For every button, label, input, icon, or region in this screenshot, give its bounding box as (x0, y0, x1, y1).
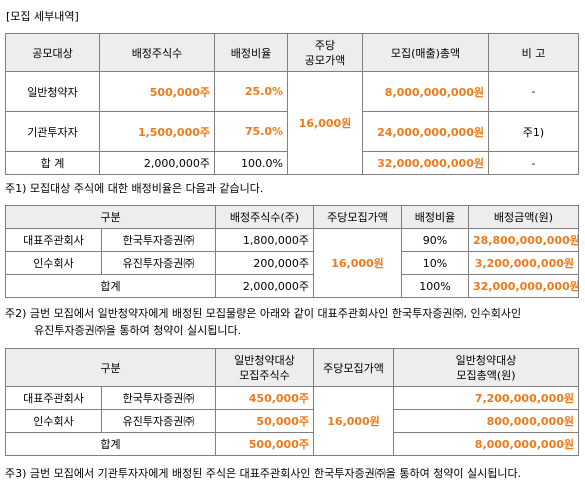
header-price: 주당모집가액 (313, 348, 394, 387)
note-3: 주3) 금번 모집에서 기관투자자에게 배정된 주식은 대표주관회사인 한국투자… (5, 467, 522, 480)
note-cell: - (488, 71, 579, 112)
shares-cell: 450,000주 (215, 386, 314, 410)
shares-cell: 200,000주 (215, 251, 314, 275)
role-cell: 대표주관회사 (5, 228, 102, 252)
shares-cell: 500,000주 (215, 432, 314, 456)
amount-cell: 800,000,000원 (393, 409, 579, 433)
note-2-line-1: 주2) 금번 모집에서 일반청약자에게 배정된 모집물량은 아래와 같이 대표주… (5, 307, 522, 320)
amount-cell: 3,200,000,000원 (468, 251, 579, 275)
shares-cell: 1,500,000주 (99, 111, 215, 152)
shares-cell: 2,000,000주 (215, 274, 314, 298)
amount-cell: 7,200,000,000원 (393, 386, 579, 410)
allocation-table: 구분 배정주식수(주) 주당모집가액 배정비율 배정금액(원) 대표주관회사 한… (5, 205, 579, 298)
ratio-cell: 90% (401, 228, 469, 252)
amount-cell: 28,800,000,000원 (468, 228, 579, 252)
table-row-total: 합계 500,000주 8,000,000,000원 (5, 432, 579, 456)
firm-cell: 한국투자증권㈜ (101, 228, 216, 252)
retail-allocation-table: 구분 일반청약대상 모집주식수 주당모집가액 일반청약대상 모집총액(원) 대표… (5, 348, 579, 456)
total-label: 합계 (5, 274, 216, 298)
section-title: [모집 세부내역] (6, 10, 79, 23)
firm-cell: 유진투자증권㈜ (101, 409, 216, 433)
table-row: 인수회사 유진투자증권㈜ 200,000주 10% 3,200,000,000원 (5, 251, 579, 275)
shares-cell: 500,000주 (99, 71, 215, 112)
header-total: 모집(매출)총액 (362, 33, 489, 72)
table-row: 일반청약자 500,000주 25.0% 16,000원 8,000,000,0… (5, 71, 579, 175)
table-row: 대표주관회사 한국투자증권㈜ 450,000주 16,000원 7,200,00… (5, 386, 579, 456)
price-cell: 16,000원 (287, 71, 363, 175)
header-note: 비 고 (488, 33, 579, 72)
note-cell: - (488, 151, 579, 175)
amount-cell: 8,000,000,000원 (393, 432, 579, 456)
table-row: 기관투자자 1,500,000주 75.0% 24,000,000,000원 주… (5, 111, 579, 152)
table-row-total: 합계 2,000,000주 100% 32,000,000,000원 (5, 274, 579, 298)
ratio-cell: 25.0% (214, 71, 288, 112)
amount-cell: 32,000,000,000원 (468, 274, 579, 298)
target-cell: 일반청약자 (5, 71, 100, 112)
shares-cell: 1,800,000주 (215, 228, 314, 252)
ratio-cell: 10% (401, 251, 469, 275)
header-amount: 배정금액(원) (468, 205, 579, 229)
ratio-cell: 100.0% (214, 151, 288, 175)
ratio-cell: 75.0% (214, 111, 288, 152)
header-target: 공모대상 (5, 33, 100, 72)
header-amount: 일반청약대상 모집총액(원) (393, 348, 579, 387)
header-price: 주당모집가액 (313, 205, 402, 229)
note-1: 주1) 모집대상 주식에 대한 배정비율은 다음과 같습니다. (5, 182, 264, 195)
total-cell: 32,000,000,000원 (362, 151, 489, 175)
shares-cell: 2,000,000주 (99, 151, 215, 175)
header-shares: 배정주식수(주) (215, 205, 314, 229)
table-row: 대표주관회사 한국투자증권㈜ 1,800,000주 16,000원 90% 28… (5, 228, 579, 298)
header-ratio: 배정비율 (214, 33, 288, 72)
offering-summary-table: 공모대상 배정주식수 배정비율 주당 공모가액 모집(매출)총액 비 고 일반청… (5, 33, 579, 175)
header-shares: 일반청약대상 모집주식수 (215, 348, 314, 387)
firm-cell: 유진투자증권㈜ (101, 251, 216, 275)
firm-cell: 한국투자증권㈜ (101, 386, 216, 410)
note-cell: 주1) (488, 111, 579, 152)
header-shares: 배정주식수 (99, 33, 215, 72)
note-2: 주2) 금번 모집에서 일반청약자에게 배정된 모집물량은 아래와 같이 대표주… (5, 305, 521, 339)
target-cell: 합 계 (5, 151, 100, 175)
total-label: 합계 (5, 432, 216, 456)
price-cell: 16,000원 (313, 386, 394, 456)
header-price: 주당 공모가액 (287, 33, 363, 72)
target-cell: 기관투자자 (5, 111, 100, 152)
total-cell: 8,000,000,000원 (362, 71, 489, 112)
table-row: 인수회사 유진투자증권㈜ 50,000주 800,000,000원 (5, 409, 579, 433)
role-cell: 인수회사 (5, 251, 102, 275)
shares-cell: 50,000주 (215, 409, 314, 433)
total-cell: 24,000,000,000원 (362, 111, 489, 152)
role-cell: 대표주관회사 (5, 386, 102, 410)
note-2-line-2: 유진투자증권㈜을 통하여 청약이 실시됩니다. (34, 324, 242, 337)
ratio-cell: 100% (401, 274, 469, 298)
header-category: 구분 (5, 348, 216, 387)
role-cell: 인수회사 (5, 409, 102, 433)
price-cell: 16,000원 (313, 228, 402, 298)
header-ratio: 배정비율 (401, 205, 469, 229)
header-category: 구분 (5, 205, 216, 229)
table-row-total: 합 계 2,000,000주 100.0% 32,000,000,000원 - (5, 151, 579, 175)
